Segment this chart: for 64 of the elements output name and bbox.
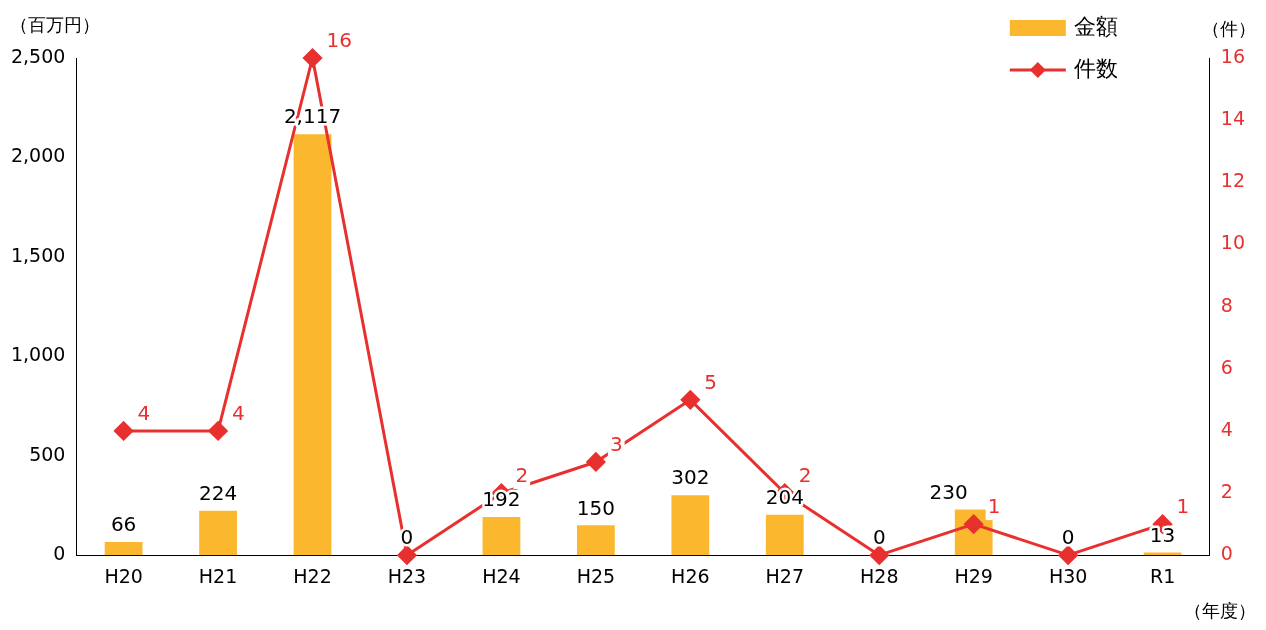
x-tick-label: H21: [198, 564, 238, 587]
x-tick-label: H25: [576, 564, 616, 587]
y2-tick-label: 16: [1220, 44, 1246, 67]
data-label: 1: [987, 494, 1001, 519]
x-tick-label: H23: [387, 564, 427, 587]
point: [303, 48, 323, 68]
x-tick-label: H29: [954, 564, 993, 587]
point: [869, 545, 889, 565]
y2-tick-label: 14: [1220, 107, 1246, 130]
point: [397, 545, 417, 565]
y-tick-label: 1,000: [10, 343, 66, 366]
y-tick-label: 0: [53, 542, 66, 565]
bar: [104, 542, 143, 556]
y-tick-label: 2,500: [10, 44, 66, 67]
bar: [482, 517, 521, 556]
data-label: 150: [576, 495, 615, 520]
point: [208, 421, 228, 441]
y-tick-label: 1,500: [10, 243, 66, 266]
y2-tick-label: 4: [1220, 417, 1233, 440]
bar: [576, 525, 615, 556]
y2-tick-label: 6: [1220, 355, 1233, 378]
y-tick-label: 500: [29, 442, 66, 465]
x-axis-title: （年度）: [1184, 599, 1256, 621]
point: [586, 452, 606, 472]
data-label: 16: [326, 28, 352, 53]
data-label: 2: [515, 463, 529, 488]
data-label: 1: [1176, 494, 1190, 519]
y2-axis-title: （件）: [1202, 17, 1256, 39]
y2-tick-label: 0: [1220, 542, 1233, 565]
data-label: 0: [872, 525, 886, 550]
y2-tick-label: 8: [1220, 293, 1233, 316]
x-tick-label: H27: [765, 564, 805, 587]
legend-label: 件数: [1073, 55, 1118, 81]
bar: [293, 134, 332, 556]
data-label: 5: [704, 370, 718, 395]
data-label: 230: [929, 479, 968, 504]
point: [680, 390, 700, 410]
x-tick-label: H28: [860, 564, 899, 587]
data-label: 4: [232, 401, 245, 426]
data-label: 0: [1061, 525, 1075, 550]
y2-tick-label: 10: [1220, 231, 1246, 254]
x-tick-label: R1: [1149, 564, 1176, 587]
x-tick-label: H24: [482, 564, 521, 587]
bar: [199, 510, 237, 556]
data-label: 66: [110, 512, 137, 537]
x-tick-label: H20: [104, 564, 143, 587]
x-tick-label: H30: [1048, 564, 1088, 587]
x-tick-label: H26: [671, 564, 710, 587]
data-label: 224: [198, 480, 238, 505]
data-label: 4: [137, 401, 151, 426]
y2-tick-label: 2: [1220, 479, 1233, 502]
data-label: 3: [609, 432, 623, 457]
data-label: 13: [1149, 522, 1176, 547]
y-axis-title: （百万円）: [10, 13, 100, 35]
y2-tick-label: 12: [1220, 169, 1246, 192]
y-tick-label: 2,000: [10, 144, 66, 167]
legend-label: 金額: [1073, 13, 1118, 39]
x-tick-label: H22: [293, 564, 332, 587]
point: [114, 421, 134, 441]
data-label: 302: [671, 465, 710, 490]
data-label: 2: [798, 463, 812, 488]
bar: [671, 495, 710, 556]
point: [1058, 545, 1078, 565]
bar: [765, 514, 804, 556]
